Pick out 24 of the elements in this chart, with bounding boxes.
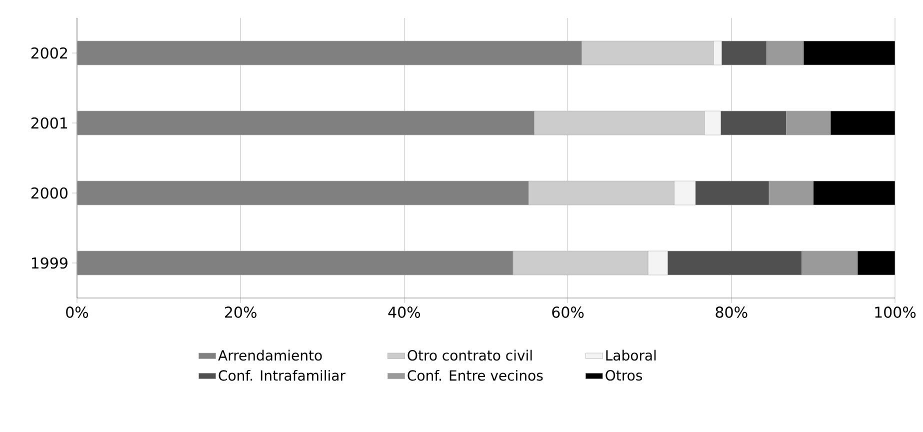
legend-label: Arrendamiento (218, 350, 322, 361)
legend-label: Otros (606, 370, 642, 381)
x-tick-label: 40% (388, 306, 420, 318)
y-tick-label: 2002 (31, 47, 67, 59)
legend-label: Laboral (606, 350, 656, 361)
bar (77, 180, 529, 206)
bar (813, 180, 896, 206)
bar (803, 40, 896, 66)
legend-label: Otro contrato civil (408, 350, 532, 361)
legend-label: Conf. Intrafamiliar (218, 370, 346, 381)
bar (77, 110, 534, 136)
y-tick-label: 1999 (32, 257, 68, 269)
legend-label: Conf. Entre vecinos (408, 370, 543, 381)
x-tick-label: 100% (875, 306, 916, 318)
bar (857, 250, 896, 276)
bar (77, 40, 582, 66)
bar (77, 250, 514, 276)
y-tick-label: 2001 (31, 117, 68, 129)
x-tick-label: 20% (225, 306, 256, 318)
x-tick-label: 80% (716, 306, 748, 318)
x-tick-label: 60% (552, 306, 584, 318)
y-tick-label: 2000 (31, 187, 68, 199)
x-tick-label: 0% (66, 306, 88, 318)
bar (830, 110, 896, 136)
